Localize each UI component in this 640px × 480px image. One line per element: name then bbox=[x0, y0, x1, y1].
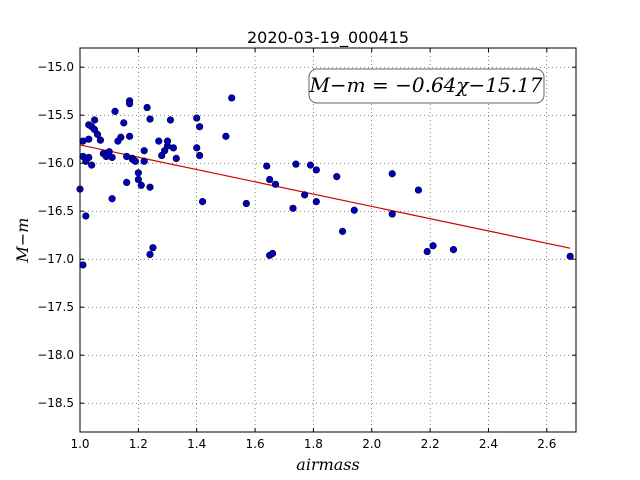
data-point bbox=[266, 175, 274, 184]
data-point bbox=[312, 166, 320, 174]
data-point bbox=[131, 157, 140, 165]
data-point bbox=[193, 144, 201, 152]
plot-frame bbox=[79, 47, 577, 433]
data-point bbox=[166, 116, 175, 124]
data-point bbox=[88, 161, 96, 169]
data-points bbox=[76, 94, 574, 269]
data-point bbox=[289, 204, 297, 212]
data-point bbox=[85, 135, 93, 143]
data-point bbox=[82, 212, 90, 220]
x-tick-label: 2.4 bbox=[479, 437, 498, 451]
data-point bbox=[196, 123, 204, 131]
data-point bbox=[146, 183, 154, 191]
data-point bbox=[111, 107, 119, 115]
annotation-text: M−m = −0.64χ−15.17 bbox=[308, 73, 542, 97]
gridlines bbox=[79, 48, 576, 432]
data-point bbox=[126, 132, 134, 140]
data-point bbox=[140, 157, 148, 165]
y-tick-label: −16.0 bbox=[37, 156, 74, 170]
data-point bbox=[108, 195, 116, 203]
data-point bbox=[140, 147, 148, 155]
data-point bbox=[423, 247, 431, 256]
x-tick-label: 1.4 bbox=[187, 437, 206, 451]
data-point bbox=[306, 161, 315, 169]
y-tick-label: −17.5 bbox=[37, 300, 74, 314]
y-tick-label: −15.5 bbox=[37, 108, 74, 122]
data-point bbox=[268, 249, 277, 258]
data-point bbox=[193, 114, 201, 122]
chart-title: 2020-03-19_000415 bbox=[247, 28, 409, 48]
data-point bbox=[263, 162, 271, 170]
data-point bbox=[222, 132, 230, 140]
data-point bbox=[134, 169, 142, 177]
x-tick-label: 1.2 bbox=[129, 437, 148, 451]
data-point bbox=[566, 252, 574, 260]
y-axis-label: M−m bbox=[13, 218, 32, 264]
data-point bbox=[155, 137, 163, 145]
data-point bbox=[388, 210, 396, 218]
x-tick-label: 2.2 bbox=[421, 437, 440, 451]
data-point bbox=[196, 151, 204, 160]
y-tick-label: −15.0 bbox=[37, 60, 74, 74]
plot-area-background bbox=[80, 48, 576, 432]
data-point bbox=[338, 227, 347, 235]
data-point bbox=[123, 178, 131, 186]
data-point bbox=[414, 186, 423, 194]
data-point bbox=[105, 148, 113, 156]
data-point bbox=[117, 133, 125, 141]
data-point bbox=[429, 242, 437, 250]
data-point bbox=[242, 199, 250, 208]
fit-annotation: M−m = −0.64χ−15.17 bbox=[308, 68, 545, 104]
y-tick-label: −18.0 bbox=[37, 348, 74, 362]
data-point bbox=[146, 250, 154, 258]
data-point bbox=[126, 100, 134, 108]
x-axis-label: airmass bbox=[296, 455, 359, 474]
y-tick-label: −16.5 bbox=[37, 204, 74, 218]
data-point bbox=[85, 153, 93, 162]
data-point bbox=[108, 153, 116, 162]
data-point bbox=[137, 181, 145, 189]
annotation-box bbox=[308, 68, 545, 104]
data-point bbox=[143, 103, 151, 112]
axis-ticks: 1.0 1.2 1.4 1.6 1.8 2.0 2.2 2.4 2.6 −15.0 −15.5 −16… bbox=[37, 48, 576, 451]
data-point bbox=[172, 154, 180, 162]
data-point bbox=[449, 246, 458, 254]
data-point bbox=[333, 173, 341, 181]
data-point bbox=[163, 137, 172, 145]
x-tick-label: 1.0 bbox=[70, 437, 89, 451]
data-point bbox=[93, 130, 102, 138]
data-point bbox=[271, 180, 280, 188]
data-point bbox=[149, 244, 157, 252]
x-tick-label: 1.8 bbox=[304, 437, 323, 451]
x-tick-label: 2.6 bbox=[537, 437, 556, 451]
data-point bbox=[388, 170, 396, 178]
data-point bbox=[312, 198, 320, 206]
data-point bbox=[96, 136, 105, 144]
data-point bbox=[198, 198, 207, 206]
data-point bbox=[79, 261, 87, 269]
data-point bbox=[169, 144, 177, 152]
data-point bbox=[146, 115, 154, 123]
y-tick-label: −18.5 bbox=[37, 396, 74, 410]
fit-line-layer bbox=[79, 144, 571, 249]
data-point bbox=[350, 206, 358, 214]
data-point bbox=[228, 94, 236, 102]
data-point bbox=[292, 160, 300, 168]
fit-line bbox=[79, 144, 571, 249]
data-point bbox=[134, 175, 142, 184]
x-tick-label: 1.6 bbox=[246, 437, 265, 451]
data-point bbox=[120, 119, 128, 127]
x-tick-label: 2.0 bbox=[362, 437, 381, 451]
y-tick-label: −17.0 bbox=[37, 252, 74, 266]
data-point bbox=[301, 191, 309, 199]
data-point bbox=[90, 116, 99, 124]
